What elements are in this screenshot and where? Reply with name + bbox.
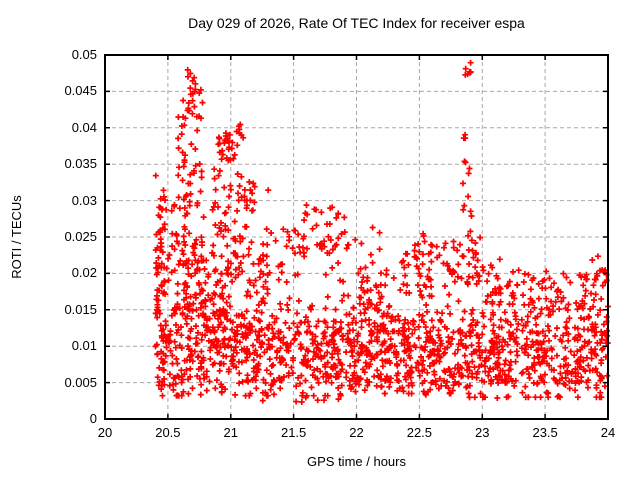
y-tick-label: 0.01 xyxy=(71,338,97,354)
y-tick-label: 0.005 xyxy=(64,374,97,390)
y-tick-label: 0.015 xyxy=(64,301,97,317)
x-tick-label: 21.5 xyxy=(280,425,307,440)
y-tick-label: 0.04 xyxy=(71,119,97,135)
chart-title: Day 029 of 2026, Rate Of TEC Index for r… xyxy=(188,15,525,31)
y-tick-label: 0.02 xyxy=(71,265,97,281)
x-tick-label: 21 xyxy=(223,425,238,440)
x-tick-label: 24 xyxy=(600,425,616,440)
axis-ticks xyxy=(104,54,609,420)
x-tick-label: 23 xyxy=(475,425,490,440)
y-tick-label: 0.025 xyxy=(64,229,97,244)
x-tick-label: 23.5 xyxy=(532,425,558,440)
scatter-points xyxy=(152,59,611,405)
y-tick-label: 0.045 xyxy=(64,83,97,99)
y-tick-label: 0.035 xyxy=(64,156,97,172)
x-axis-label: GPS time / hours xyxy=(307,454,406,469)
y-tick-label: 0.05 xyxy=(71,47,97,62)
x-tick-label: 20.5 xyxy=(155,425,181,440)
x-tick-label: 20 xyxy=(97,425,113,440)
y-tick-label: 0 xyxy=(89,411,97,426)
y-tick-label: 0.03 xyxy=(71,192,97,208)
x-tick-label: 22.5 xyxy=(406,425,433,440)
x-tick-label: 22 xyxy=(349,425,364,440)
